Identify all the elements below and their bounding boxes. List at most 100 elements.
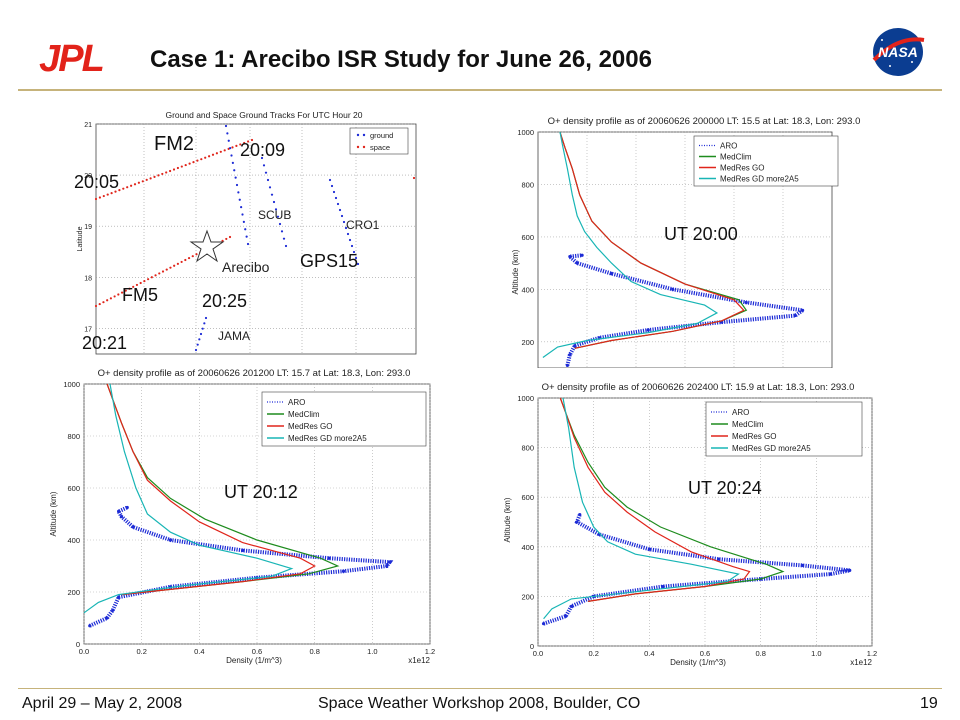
annotation-ut: UT 20:24 [688,478,762,498]
data-point-aro [744,300,748,305]
ground-track-point [282,237,286,240]
legend-space-label: space [370,143,390,152]
jpl-logo-text: JPL [39,38,103,78]
space-track-point [161,172,164,176]
y-tick-label: 200 [521,338,534,347]
data-point-aro [828,572,832,576]
y-tick-label: 200 [67,588,80,597]
space-track-point [235,144,238,147]
y-tick-label: 17 [84,326,92,333]
y-axis-label: Latitude [77,226,84,251]
series-medres-go [559,397,751,602]
annotation-ut: UT 20:00 [664,224,738,244]
space-track-point [195,253,198,256]
data-point-aro [568,254,572,259]
ground-track-point [352,250,356,254]
legend-box [349,127,409,155]
data-point-aro [565,363,569,367]
x-tick-label: 0.0 [79,647,89,656]
ground-track-point [274,208,278,211]
data-point-aro [646,328,650,332]
ground-track-point [348,238,352,242]
data-point-aro [793,313,797,318]
space-track-point [113,295,116,298]
data-point-aro [117,595,121,599]
space-track-point [102,194,105,198]
ground-track-point [242,220,245,223]
space-track-point [141,180,144,183]
ground-track-point [280,230,284,233]
ground-track-point [226,132,229,135]
space-track-point [231,146,234,149]
ground-track-point [278,222,282,226]
legend-label-medclim: MedClim [288,410,320,419]
density-profile-2000-chart: O+ density profile as of 20060626 200000… [511,116,861,368]
chart-title: O+ density profile as of 20060626 200000… [548,116,861,127]
data-point-aro [564,614,568,618]
space-track-point [143,279,146,283]
chart-title: O+ density profile as of 20060626 201200… [98,368,411,379]
nasa-logo: NASA [872,28,925,76]
space-track-point [147,278,150,281]
space-track-point [250,138,254,142]
chart-title: Ground and Space Ground Tracks For UTC H… [165,110,362,120]
space-track-point [184,163,187,167]
series-medres-go [559,131,745,349]
space-track-point [120,291,124,294]
jpl-logo: JPL [20,38,122,78]
data-point-aro [111,608,115,612]
legend-label-medclim: MedClim [720,153,752,162]
data-point-aro [541,622,546,626]
space-track-point [169,266,172,269]
space-track-point [223,149,226,152]
legend-label-medclim: MedClim [732,420,764,429]
y-tick-label: 18 [84,275,92,282]
legend-ground-marker [356,133,360,137]
ground-track-point [234,176,237,179]
data-point-aro [717,557,721,561]
data-point-aro [580,253,584,257]
series-aro [88,505,394,628]
space-track-point [211,153,215,156]
legend-label-aro: ARO [720,142,737,151]
slide-title: Case 1: Arecibo ISR Study for June 26, 2… [150,46,652,73]
legend-label-medres-gd-more2a5: MedRes GD more2A5 [732,444,811,453]
label-jama: JAMA [218,329,250,343]
data-point-aro [119,515,124,519]
ground-track-point [332,190,336,194]
ground-track-point [196,343,199,346]
density-profile-2024-chart: O+ density profile as of 20060626 202400… [503,382,877,667]
ground-track-point [238,198,241,201]
space-track-point [219,150,222,153]
y-tick-label: 0 [530,642,534,651]
space-track-point [158,272,161,275]
label-fm2: FM2 [154,133,194,155]
data-point-aro [800,563,805,567]
space-track-point [191,255,194,258]
legend-label-medres-gd-more2a5: MedRes GD more2A5 [720,175,799,184]
ground-track-point [268,186,272,189]
ground-track-point [284,244,288,248]
space-track-point [118,189,121,192]
x-tick-label: 0.4 [644,649,654,658]
data-point-aro [609,272,614,276]
space-track-point [124,289,127,292]
x-tick-label: 0.0 [533,649,543,658]
data-point-aro [327,556,331,560]
ground-track-point [224,124,228,128]
legend-box [705,401,863,457]
ground-track-point [262,164,266,167]
ground-track-point [336,202,340,206]
label-time-2009: 20:09 [240,140,285,160]
legend-ground-label: ground [370,131,393,140]
ground-track-point [233,169,236,172]
ground-track-point [198,338,201,341]
label-time-2005: 20:05 [74,172,119,192]
space-track-point [94,197,98,201]
ground-track-point [328,178,332,182]
ground-track-point [231,161,234,164]
space-track-point [150,276,153,279]
label-scub: SCUB [258,208,291,222]
data-point-aro [568,353,572,357]
space-track-point [412,176,416,180]
